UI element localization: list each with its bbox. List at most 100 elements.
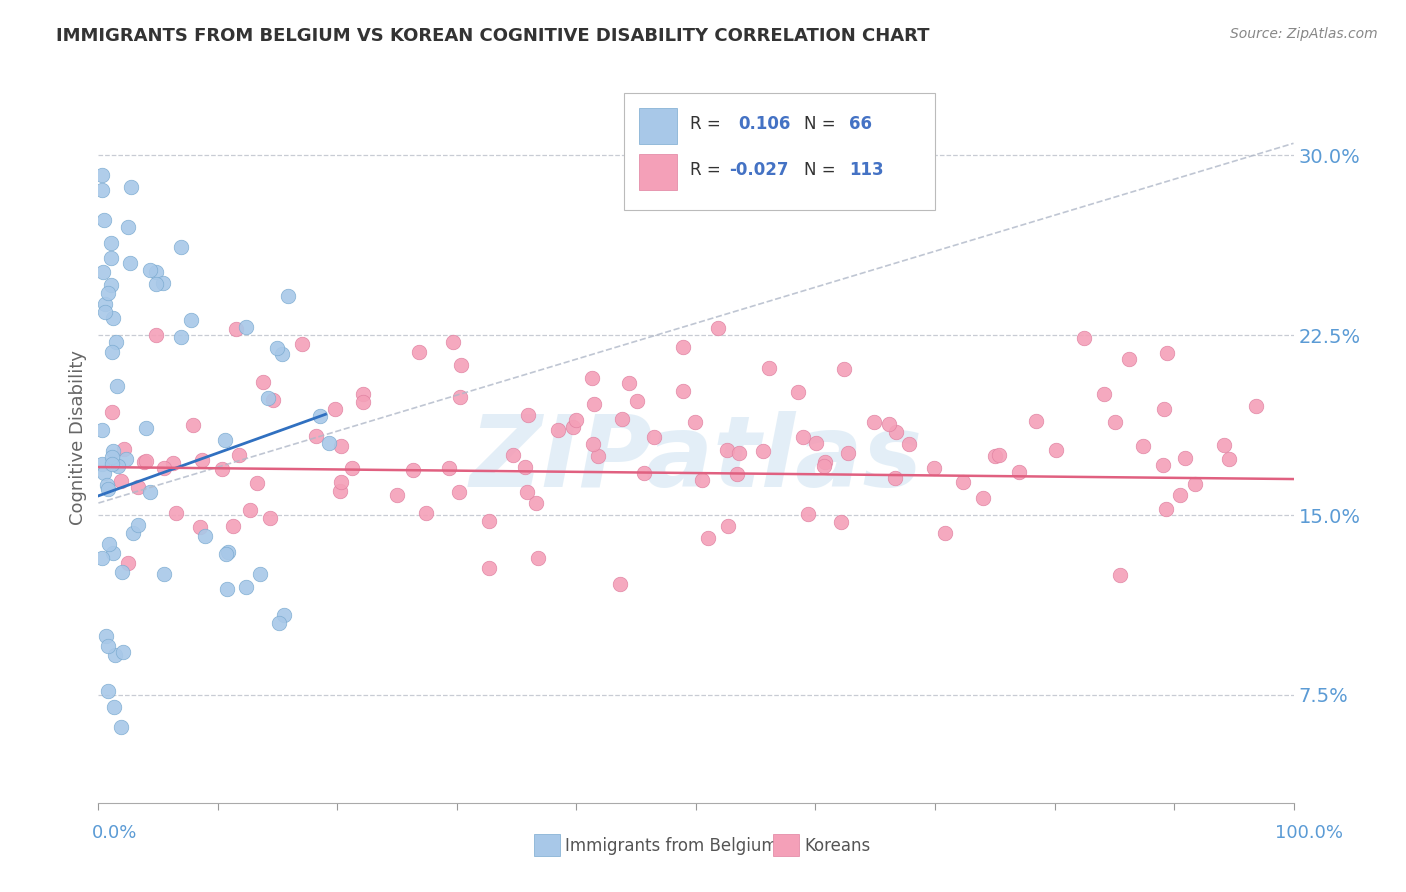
Point: [547, 424, 569, 438]
Point: [1156, 346, 1178, 360]
FancyBboxPatch shape: [624, 94, 935, 211]
Point: [352, 394, 374, 409]
Point: [97, 639, 120, 653]
Point: [643, 429, 665, 443]
Point: [581, 371, 603, 385]
Point: [273, 607, 295, 622]
Point: [323, 402, 346, 417]
Point: [100, 458, 122, 472]
Point: [127, 518, 149, 533]
Point: [565, 413, 588, 427]
Point: [582, 397, 605, 411]
Point: [252, 375, 274, 389]
Point: [262, 392, 284, 407]
Point: [215, 582, 238, 596]
Point: [135, 421, 157, 435]
Point: [415, 506, 437, 520]
Point: [934, 526, 956, 541]
Point: [188, 520, 211, 534]
Point: [97, 537, 120, 551]
Point: [120, 180, 142, 194]
Point: [153, 566, 176, 581]
Point: [181, 417, 204, 432]
Point: [408, 345, 430, 359]
Point: [222, 518, 245, 533]
Point: [1152, 458, 1174, 472]
Point: [228, 449, 250, 463]
Point: [145, 277, 167, 292]
Point: [217, 545, 239, 559]
Text: Koreans: Koreans: [804, 837, 870, 855]
Point: [304, 429, 326, 443]
Point: [269, 615, 291, 630]
Point: [180, 312, 202, 326]
Point: [690, 474, 713, 488]
Text: R =: R =: [690, 115, 721, 133]
Point: [277, 289, 299, 303]
Point: [717, 519, 740, 533]
Point: [115, 452, 138, 467]
Point: [813, 458, 835, 473]
Text: 0.0%: 0.0%: [91, 824, 136, 842]
Point: [922, 460, 945, 475]
Text: Source: ZipAtlas.com: Source: ZipAtlas.com: [1230, 27, 1378, 41]
Point: [118, 256, 141, 270]
Point: [249, 567, 271, 582]
Text: Immigrants from Belgium: Immigrants from Belgium: [565, 837, 778, 855]
Point: [1173, 451, 1195, 466]
Point: [211, 462, 233, 476]
Point: [94, 305, 117, 319]
Point: [291, 336, 314, 351]
Point: [517, 408, 540, 422]
Point: [752, 444, 775, 458]
Point: [329, 484, 352, 499]
Point: [696, 531, 718, 545]
Point: [139, 263, 162, 277]
Point: [93, 213, 115, 227]
Point: [170, 330, 193, 344]
Point: [191, 453, 214, 467]
Point: [1132, 439, 1154, 453]
Point: [1008, 465, 1031, 479]
Point: [91, 458, 114, 472]
Point: [725, 467, 748, 482]
Point: [1045, 443, 1067, 458]
Point: [683, 415, 706, 429]
Point: [214, 433, 236, 447]
Point: [1092, 387, 1115, 401]
Point: [117, 219, 139, 234]
Point: [516, 484, 538, 499]
Point: [318, 436, 340, 450]
Point: [352, 387, 374, 401]
Point: [792, 430, 814, 444]
Point: [330, 439, 353, 453]
Point: [135, 454, 157, 468]
Point: [786, 384, 808, 399]
Point: [707, 321, 730, 335]
Point: [259, 511, 281, 525]
Point: [832, 361, 855, 376]
Point: [402, 462, 425, 476]
Point: [884, 425, 907, 439]
Point: [588, 449, 610, 463]
Point: [97, 286, 120, 301]
Point: [94, 297, 117, 311]
Point: [830, 515, 852, 529]
Point: [582, 436, 605, 450]
Point: [93, 466, 115, 480]
FancyBboxPatch shape: [638, 154, 676, 190]
Point: [91, 551, 114, 566]
Point: [91, 169, 114, 183]
Point: [162, 456, 184, 470]
Point: [246, 475, 269, 490]
Text: 66: 66: [849, 115, 872, 133]
Point: [447, 484, 470, 499]
Point: [1244, 399, 1267, 413]
Point: [110, 720, 132, 734]
Point: [214, 547, 236, 561]
Point: [101, 311, 124, 326]
Point: [437, 461, 460, 475]
Point: [103, 444, 125, 458]
Point: [897, 437, 920, 451]
Point: [633, 466, 655, 480]
